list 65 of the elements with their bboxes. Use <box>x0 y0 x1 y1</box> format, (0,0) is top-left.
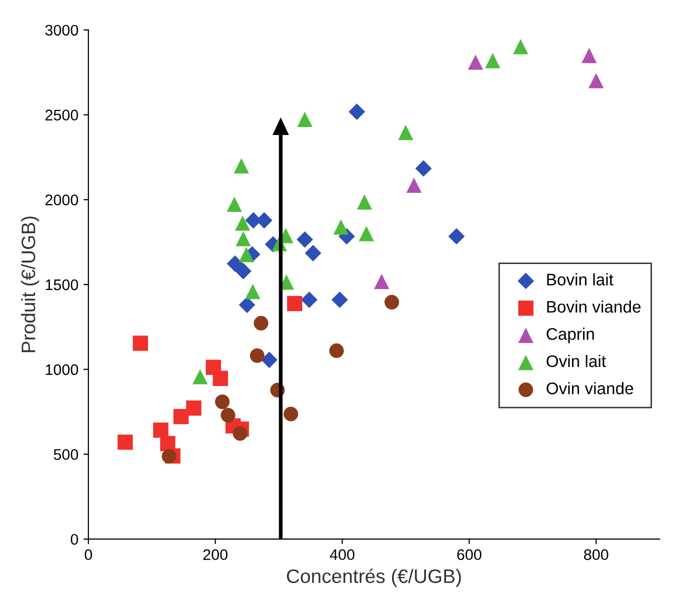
point <box>235 215 250 231</box>
y-tick-label: 2000 <box>45 194 78 206</box>
point <box>235 262 252 280</box>
point <box>287 296 302 312</box>
y-axis-title: Produit (€/UGB) <box>21 216 40 352</box>
point <box>254 316 268 331</box>
point <box>297 112 312 127</box>
point <box>232 426 248 441</box>
legend-label: Caprin <box>546 328 594 344</box>
point <box>238 296 256 314</box>
point <box>332 292 348 308</box>
x-axis-title: Concentrés (€/UGB) <box>286 568 461 587</box>
point <box>348 104 366 120</box>
point <box>284 406 298 422</box>
x-tick-label: 400 <box>330 549 354 560</box>
point <box>358 226 374 242</box>
point <box>186 400 202 416</box>
y-tick-label: 1000 <box>46 364 78 376</box>
x-tick-label: 600 <box>457 549 482 560</box>
point <box>374 274 390 290</box>
y-tick-label: 2500 <box>45 110 78 120</box>
legend-label: Ovin viande <box>546 382 634 394</box>
point <box>384 294 400 310</box>
point <box>226 255 244 272</box>
point <box>296 231 314 248</box>
point <box>245 284 260 300</box>
point <box>162 448 176 464</box>
point <box>215 394 230 410</box>
y-tick-label: 1500 <box>46 279 78 290</box>
point <box>582 48 597 64</box>
point <box>220 408 236 422</box>
point <box>398 124 414 140</box>
point <box>415 160 432 177</box>
point <box>513 38 528 54</box>
point <box>118 434 133 450</box>
x-tick-label: 800 <box>584 549 608 560</box>
point <box>192 369 208 384</box>
point <box>356 194 372 210</box>
point <box>468 54 484 70</box>
point <box>226 196 242 212</box>
point <box>588 73 604 88</box>
point <box>304 244 322 262</box>
point <box>301 292 318 308</box>
legend-label: Bovin viande <box>547 300 641 313</box>
y-tick-label: 0 <box>70 534 78 545</box>
y-tick-label: 3000 <box>45 24 78 36</box>
point <box>238 247 254 262</box>
point <box>485 53 500 68</box>
y-tick-label: 500 <box>54 449 78 460</box>
point <box>250 348 265 363</box>
legend-label: Ovin lait <box>546 354 606 368</box>
point <box>236 231 251 246</box>
point <box>329 343 344 358</box>
point <box>333 219 349 235</box>
legend-label: Bovin lait <box>547 273 614 286</box>
point <box>173 408 189 424</box>
point <box>234 158 249 174</box>
point <box>406 178 422 193</box>
point <box>448 228 465 245</box>
point <box>132 336 148 351</box>
x-tick-label: 0 <box>84 549 92 560</box>
point <box>153 422 168 438</box>
point <box>212 370 228 386</box>
point <box>261 352 278 368</box>
x-tick-label: 200 <box>203 549 228 560</box>
